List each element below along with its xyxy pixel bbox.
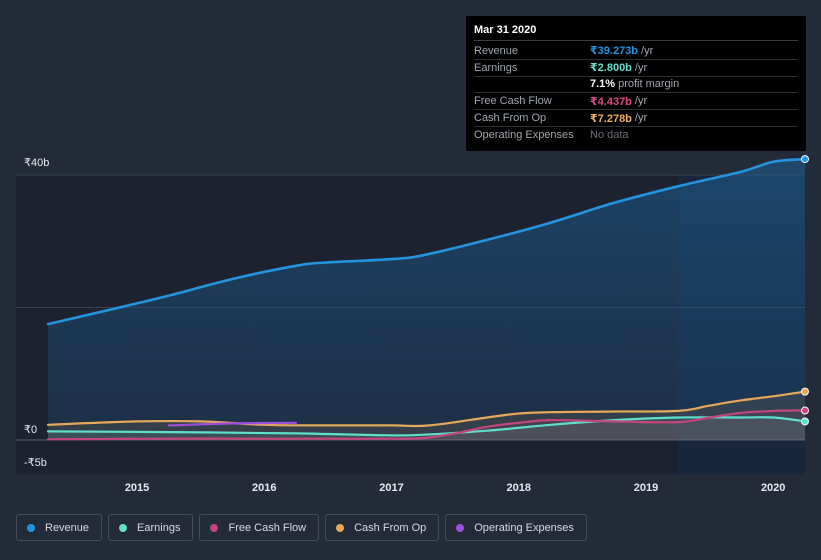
y-tick-label: ₹40b (24, 157, 49, 169)
legend-item-revenue[interactable]: Revenue (16, 514, 103, 541)
legend-label: Free Cash Flow (228, 521, 307, 534)
x-tick-label: 2018 (506, 482, 530, 494)
cash-from-op-area (48, 391, 805, 440)
tooltip-row-value: ₹2.800b (590, 62, 632, 75)
legend-label: Revenue (45, 521, 90, 534)
x-tick-label: 2015 (125, 482, 149, 494)
tooltip-row-unit: /yr (641, 44, 654, 57)
tooltip-row-unit: profit margin (618, 78, 680, 91)
legend-item-cash-from-op[interactable]: Cash From Op (325, 514, 440, 541)
revenue-endpoint (801, 155, 809, 164)
tooltip-row: 7.1% profit margin (474, 77, 798, 94)
free-cash-flow-endpoint (801, 406, 809, 415)
tooltip-row-unit: /yr (634, 95, 648, 108)
legend-dot-icon (456, 523, 465, 532)
tooltip-row-label: Free Cash Flow (474, 95, 552, 108)
earnings-area (48, 417, 805, 440)
tooltip-row-value: ₹39.273b (590, 45, 639, 58)
cash-from-op-endpoint (801, 387, 809, 396)
legend-item-free-cash-flow[interactable]: Free Cash Flow (199, 514, 320, 541)
tooltip-row-unit: /yr (634, 112, 648, 125)
tooltip-date: Mar 31 2020 (474, 24, 798, 41)
x-tick-label: 2019 (634, 482, 658, 494)
tooltip-row-label: Earnings (474, 61, 518, 74)
tooltip-row: Operating Expenses No data (474, 127, 798, 144)
tooltip-panel: Mar 31 2020 Revenue ₹39.273b/yr Earnings ₹2… (466, 16, 806, 151)
free-cash-flow-line (46, 409, 807, 441)
revenue-area (48, 159, 805, 440)
x-tick-label: 2020 (761, 482, 785, 494)
y-tick-label: -₹5b (24, 457, 47, 469)
legend-dot-icon (336, 523, 345, 532)
tooltip-row-value: ₹4.437b (590, 95, 632, 108)
tooltip-row: Earnings ₹2.800b/yr (474, 60, 798, 77)
legend-item-operating-expenses[interactable]: Operating Expenses (445, 514, 587, 541)
tooltip-row-label: Cash From Op (474, 112, 547, 125)
tooltip-row-label: Operating Expenses (474, 129, 574, 142)
earnings-endpoint (801, 417, 809, 426)
legend-dot-icon (210, 523, 219, 532)
tooltip-row-value: No data (590, 129, 629, 142)
y-tick-label: ₹0 (24, 424, 37, 436)
legend-dot-icon (119, 523, 128, 532)
legend-label: Earnings (137, 521, 181, 534)
tooltip-row: Free Cash Flow ₹4.437b/yr (474, 93, 798, 111)
legend-dot-icon (27, 523, 35, 532)
legend: Revenue Earnings Free Cash Flow Cash From O… (16, 514, 587, 541)
x-tick-label: 2017 (379, 482, 403, 494)
x-tick-label: 2016 (252, 482, 276, 494)
tooltip-row-unit: /yr (634, 61, 648, 74)
cash-from-op-line (46, 390, 807, 428)
tooltip-row-value: 7.1% (590, 78, 616, 91)
tooltip-row-label: Revenue (474, 44, 519, 57)
revenue-line (46, 157, 807, 326)
operating-expenses-line (167, 421, 298, 427)
tooltip-row: Revenue ₹39.273b/yr (474, 43, 798, 60)
tooltip-row-value: ₹7.278b (590, 112, 632, 125)
legend-item-earnings[interactable]: Earnings (108, 514, 194, 541)
tooltip-row: Cash From Op ₹7.278b/yr (474, 110, 798, 127)
legend-label: Cash From Op (354, 521, 427, 534)
free-cash-flow-area (48, 410, 805, 440)
legend-label: Operating Expenses (474, 521, 574, 534)
